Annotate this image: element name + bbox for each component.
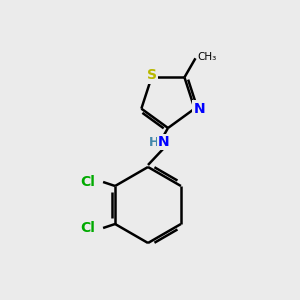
Text: Cl: Cl: [80, 175, 95, 189]
Text: CH₃: CH₃: [197, 52, 217, 62]
Text: N: N: [158, 135, 170, 149]
Text: S: S: [146, 68, 157, 82]
Text: H: H: [149, 136, 159, 148]
Text: N: N: [194, 102, 206, 116]
Text: Cl: Cl: [80, 221, 95, 235]
